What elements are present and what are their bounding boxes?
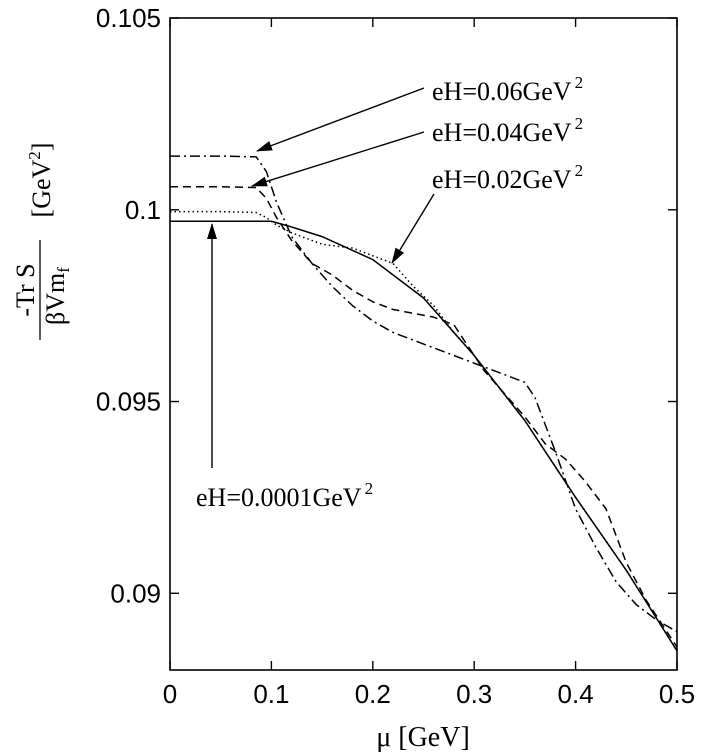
annotation-eh-004-sup: 2 bbox=[575, 114, 584, 133]
annotation-eh-004-text: eH=0.04GeV bbox=[432, 118, 572, 147]
x-tick-label: 0.4 bbox=[558, 679, 594, 709]
annotation-eh-002-arrow bbox=[391, 193, 435, 264]
y-axis-label: -Tr S βVmf [GeV2] bbox=[11, 143, 73, 340]
y-tick-label: 0.1 bbox=[125, 195, 161, 225]
series-line-eH0001 bbox=[170, 220, 678, 652]
x-tick-label: 0.5 bbox=[659, 679, 695, 709]
annotation-eh-006-text: eH=0.06GeV bbox=[432, 77, 572, 106]
x-tick-label: 0.2 bbox=[355, 679, 391, 709]
y-tick-label: 0.095 bbox=[96, 387, 161, 417]
axis-tick-labels: 0 0.1 0.2 0.3 0.4 0.5 0.09 0.095 0.1 0.105 bbox=[96, 3, 695, 709]
y-label-unit-main: [GeV bbox=[27, 159, 56, 217]
series-line-eH002 bbox=[170, 210, 678, 652]
annotation-eh-006-label: eH=0.06GeV 2 bbox=[432, 73, 583, 106]
annotation-eh-006-arrow bbox=[256, 87, 425, 152]
x-tick-label: 0 bbox=[163, 679, 177, 709]
x-tick-label: 0.3 bbox=[456, 679, 492, 709]
y-label-unit-close: ] bbox=[27, 143, 56, 152]
annotation-eh-0001: eH=0.0001GeV 2 bbox=[196, 223, 373, 512]
annotation-eh-006: eH=0.06GeV 2 bbox=[256, 73, 583, 152]
y-label-numerator: -Tr S bbox=[11, 263, 40, 316]
annotation-eh-002-sup: 2 bbox=[575, 161, 584, 180]
series-line-eH004 bbox=[170, 186, 678, 648]
annotation-eh-004: eH=0.04GeV 2 bbox=[251, 114, 583, 187]
series-line-eH006 bbox=[170, 155, 678, 633]
plot-frame bbox=[169, 17, 678, 671]
series-layer bbox=[170, 155, 678, 652]
annotation-eh-0001-sup: 2 bbox=[365, 479, 374, 498]
y-label-denominator-main: βVm bbox=[41, 273, 70, 325]
x-tick-label: 0.1 bbox=[253, 679, 289, 709]
y-tick-label: 0.105 bbox=[96, 3, 161, 33]
annotation-eh-004-label: eH=0.04GeV 2 bbox=[432, 114, 583, 147]
y-label-unit-sup: 2 bbox=[25, 151, 44, 160]
annotation-eh-002: eH=0.02GeV 2 bbox=[391, 161, 583, 264]
y-label-denominator: βVmf bbox=[41, 267, 73, 325]
y-tick-label: 0.09 bbox=[110, 578, 161, 608]
annotation-eh-0001-text: eH=0.0001GeV bbox=[196, 483, 362, 512]
y-label-unit: [GeV2] bbox=[25, 143, 56, 218]
axis-ticks bbox=[169, 17, 678, 670]
y-label-denominator-sub: f bbox=[54, 267, 73, 273]
annotation-eh-004-arrow bbox=[251, 131, 425, 187]
annotation-eh-002-text: eH=0.02GeV bbox=[432, 165, 572, 194]
annotation-eh-006-sup: 2 bbox=[575, 73, 584, 92]
annotation-eh-0001-label: eH=0.0001GeV 2 bbox=[196, 479, 373, 512]
annotation-eh-002-label: eH=0.02GeV 2 bbox=[432, 161, 583, 194]
x-axis-label: μ [GeV] bbox=[376, 722, 470, 753]
